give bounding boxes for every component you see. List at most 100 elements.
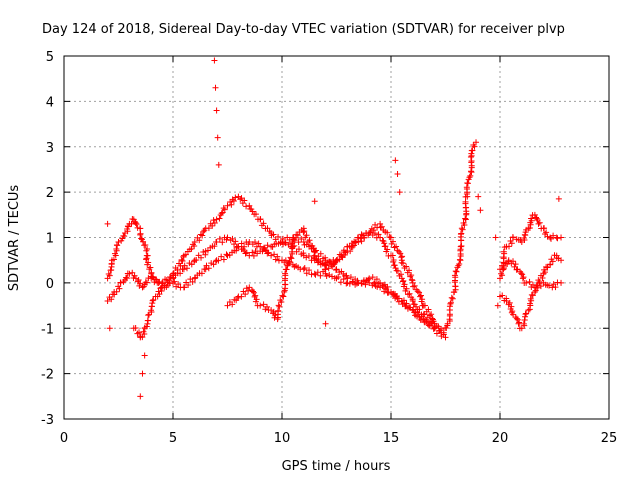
data-point — [334, 256, 341, 263]
x-tick-label: 5 — [169, 431, 177, 446]
data-point — [133, 221, 140, 228]
data-point — [214, 134, 221, 141]
data-point — [282, 272, 289, 279]
data-point — [435, 323, 442, 330]
data-point — [211, 57, 218, 64]
data-point — [453, 268, 460, 275]
data-point — [384, 229, 391, 236]
data-point — [202, 266, 209, 273]
data-point — [128, 220, 135, 227]
data-point — [212, 258, 219, 265]
data-point — [156, 291, 163, 298]
data-point — [131, 272, 138, 279]
data-point — [516, 319, 523, 326]
data-point — [421, 310, 428, 317]
data-point — [358, 280, 365, 287]
data-point — [243, 285, 250, 292]
data-point — [408, 276, 415, 283]
data-point — [241, 243, 248, 250]
data-point — [271, 251, 278, 258]
data-point — [452, 268, 459, 275]
data-point — [235, 243, 242, 250]
data-point — [362, 281, 369, 288]
data-point — [338, 253, 345, 260]
data-point — [333, 266, 340, 273]
data-point — [305, 253, 312, 260]
data-point — [531, 211, 538, 218]
data-point — [424, 314, 431, 321]
data-point — [170, 279, 176, 286]
data-point — [411, 282, 418, 289]
data-point — [533, 215, 540, 222]
data-point — [317, 272, 324, 279]
data-point — [534, 284, 541, 291]
data-point — [425, 306, 432, 313]
data-point — [527, 302, 534, 309]
data-point — [113, 247, 120, 254]
data-point — [400, 260, 407, 267]
data-point — [322, 266, 329, 273]
data-point — [143, 255, 150, 262]
data-point — [378, 223, 385, 230]
data-point — [398, 254, 405, 261]
data-point — [513, 315, 520, 322]
data-point — [291, 237, 298, 244]
data-point — [525, 307, 532, 314]
data-point — [281, 239, 288, 246]
data-point — [382, 243, 389, 250]
data-point — [505, 257, 512, 264]
data-point — [375, 231, 382, 238]
data-point — [546, 282, 553, 289]
y-axis-label: SDTVAR / TECUs — [7, 185, 22, 292]
data-point — [253, 296, 260, 303]
data-point — [315, 257, 322, 264]
data-point — [289, 240, 296, 247]
data-point — [500, 265, 507, 272]
data-point — [392, 157, 399, 164]
data-point — [124, 228, 131, 235]
data-point — [288, 255, 295, 262]
data-point — [466, 174, 473, 181]
data-point — [270, 231, 277, 238]
data-point — [149, 297, 156, 304]
data-point — [264, 225, 271, 232]
data-point — [473, 139, 480, 146]
data-point — [375, 280, 382, 287]
data-point — [177, 270, 184, 277]
data-point — [523, 310, 530, 317]
data-point — [149, 274, 156, 281]
data-point — [377, 224, 384, 231]
data-point — [205, 225, 212, 232]
data-point — [417, 316, 424, 323]
data-point — [558, 257, 565, 264]
data-point — [371, 230, 378, 237]
data-point — [510, 311, 517, 318]
data-point — [156, 278, 163, 285]
data-point — [518, 270, 525, 277]
data-point — [436, 327, 443, 334]
data-point — [283, 266, 290, 273]
data-point — [527, 221, 534, 228]
data-point — [224, 302, 231, 309]
data-point — [420, 311, 427, 318]
data-point — [162, 276, 169, 283]
data-point — [274, 253, 281, 260]
data-point — [541, 269, 548, 276]
data-point — [519, 271, 526, 278]
data-point — [295, 239, 302, 246]
data-point — [456, 256, 463, 263]
data-point — [135, 277, 142, 284]
data-point — [409, 298, 416, 305]
data-point — [260, 301, 267, 308]
data-point — [224, 202, 231, 209]
data-point — [254, 250, 261, 257]
data-point — [555, 195, 562, 202]
data-point — [243, 249, 250, 256]
data-point — [327, 258, 334, 265]
data-point — [286, 259, 293, 266]
data-point — [533, 214, 540, 221]
data-point — [503, 298, 510, 305]
data-point — [417, 292, 424, 299]
data-point — [234, 294, 241, 301]
